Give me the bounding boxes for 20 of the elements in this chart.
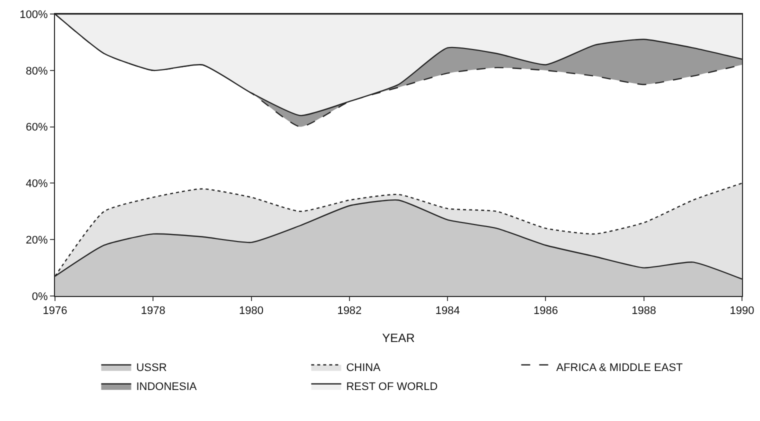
x-tick-label: 1986 xyxy=(533,305,558,318)
legend-label: REST OF WORLD xyxy=(346,381,438,394)
x-tick-label: 1976 xyxy=(42,305,68,318)
legend-label: INDONESIA xyxy=(136,381,198,394)
y-tick-label: 100% xyxy=(20,8,48,21)
y-tick-label: 20% xyxy=(26,234,48,246)
legend-label: AFRICA & MIDDLE EAST xyxy=(556,362,684,374)
x-tick-label: 1982 xyxy=(337,305,362,318)
x-axis-title: YEAR xyxy=(382,331,416,345)
x-tick-label: 1988 xyxy=(632,305,656,318)
y-tick-label: 80% xyxy=(26,65,48,78)
y-tick-label: 40% xyxy=(26,178,48,190)
x-tick-label: 1990 xyxy=(730,305,754,318)
legend-label: CHINA xyxy=(346,362,382,374)
y-tick-label: 0% xyxy=(32,290,48,303)
legend-label: USSR xyxy=(136,362,167,374)
y-tick-label: 60% xyxy=(26,122,48,134)
x-tick-label: 1980 xyxy=(239,305,264,318)
x-tick-label: 1978 xyxy=(140,305,166,318)
x-tick-label: 1984 xyxy=(435,305,460,318)
